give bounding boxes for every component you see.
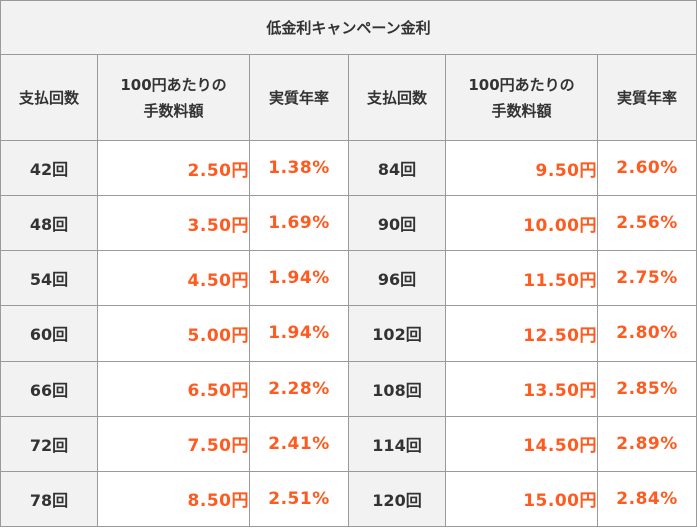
payments-cell: 114回: [348, 415, 446, 472]
apr-cell: 2.56%: [596, 195, 697, 252]
apr-cell: 1.94%: [249, 305, 349, 362]
table-row: 42回 2.50円 1.38% 84回 9.50円 2.60%: [0, 139, 697, 197]
payments-cell: 78回: [0, 470, 98, 528]
table-row: 72回 7.50円 2.41% 114回 14.50円 2.89%: [0, 415, 697, 472]
table-title: 低金利キャンペーン金利: [0, 0, 697, 55]
payments-cell: 108回: [348, 360, 446, 417]
fee-cell: 14.50円: [445, 415, 598, 472]
table-row: 48回 3.50円 1.69% 90回 10.00円 2.56%: [0, 195, 697, 252]
fee-cell: 9.50円: [445, 139, 598, 197]
fee-cell: 6.50円: [97, 360, 250, 417]
apr-cell: 1.38%: [249, 139, 349, 197]
table-row: 66回 6.50円 2.28% 108回 13.50円 2.85%: [0, 360, 697, 417]
header-payments-left: 支払回数: [0, 54, 98, 141]
payments-cell: 90回: [348, 195, 446, 252]
header-fee-left: 100円あたりの 手数料額: [97, 54, 250, 141]
header-fee-line1: 100円あたりの: [468, 75, 575, 94]
payments-cell: 42回: [0, 139, 98, 197]
header-apr-right: 実質年率: [596, 54, 697, 141]
fee-cell: 12.50円: [445, 305, 598, 362]
payments-cell: 96回: [348, 250, 446, 307]
fee-cell: 7.50円: [97, 415, 250, 472]
payments-cell: 102回: [348, 305, 446, 362]
fee-cell: 2.50円: [97, 139, 250, 197]
header-fee-right: 100円あたりの 手数料額: [445, 54, 598, 141]
fee-cell: 3.50円: [97, 195, 250, 252]
payments-cell: 84回: [348, 139, 446, 197]
fee-cell: 11.50円: [445, 250, 598, 307]
header-row: 支払回数 100円あたりの 手数料額 実質年率 支払回数 100円あたりの 手数…: [0, 54, 697, 141]
payments-cell: 72回: [0, 415, 98, 472]
header-fee-line2: 手数料額: [143, 101, 204, 120]
apr-cell: 2.80%: [596, 305, 697, 362]
apr-cell: 2.89%: [596, 415, 697, 472]
apr-cell: 2.75%: [596, 250, 697, 307]
payments-cell: 120回: [348, 470, 446, 528]
apr-cell: 1.69%: [249, 195, 349, 252]
payments-cell: 60回: [0, 305, 98, 362]
fee-cell: 13.50円: [445, 360, 598, 417]
fee-cell: 8.50円: [97, 470, 250, 528]
apr-cell: 2.85%: [596, 360, 697, 417]
fee-cell: 5.00円: [97, 305, 250, 362]
header-fee-line1: 100円あたりの: [120, 75, 227, 94]
apr-cell: 2.84%: [596, 470, 697, 528]
header-apr-left: 実質年率: [249, 54, 349, 141]
apr-cell: 2.28%: [249, 360, 349, 417]
table-row: 54回 4.50円 1.94% 96回 11.50円 2.75%: [0, 250, 697, 307]
apr-cell: 2.41%: [249, 415, 349, 472]
table-row: 60回 5.00円 1.94% 102回 12.50円 2.80%: [0, 305, 697, 362]
fee-cell: 4.50円: [97, 250, 250, 307]
title-row: 低金利キャンペーン金利: [0, 0, 697, 55]
header-fee-line2: 手数料額: [491, 101, 552, 120]
payments-cell: 48回: [0, 195, 98, 252]
payments-cell: 66回: [0, 360, 98, 417]
fee-cell: 15.00円: [445, 470, 598, 528]
apr-cell: 2.60%: [596, 139, 697, 197]
apr-cell: 1.94%: [249, 250, 349, 307]
payments-cell: 54回: [0, 250, 98, 307]
header-payments-right: 支払回数: [348, 54, 446, 141]
fee-cell: 10.00円: [445, 195, 598, 252]
table-row: 78回 8.50円 2.51% 120回 15.00円 2.84%: [0, 470, 697, 528]
apr-cell: 2.51%: [249, 470, 349, 528]
